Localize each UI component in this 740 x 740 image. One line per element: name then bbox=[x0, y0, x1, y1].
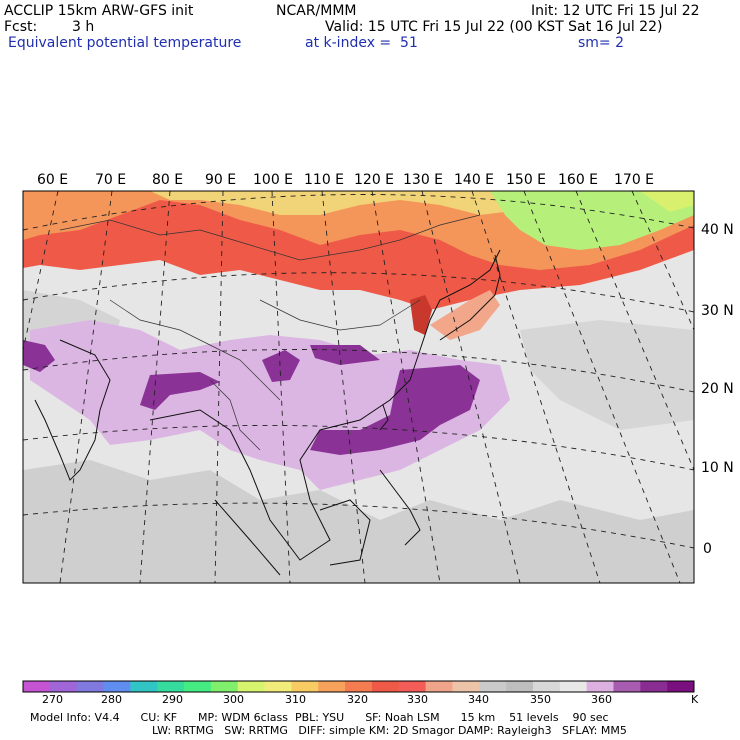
border-line bbox=[209, 379, 261, 451]
field-japan bbox=[430, 290, 500, 340]
lat-label: 40 N bbox=[701, 222, 734, 238]
colorbar-label: 320 bbox=[347, 693, 368, 706]
colorbar-swatch bbox=[76, 681, 105, 692]
org-label: NCAR/MMM bbox=[276, 3, 357, 19]
colorbar-swatch bbox=[157, 681, 185, 692]
lon-line bbox=[471, 191, 601, 583]
coastline-taiwan bbox=[379, 404, 389, 431]
colorbar-swatch bbox=[371, 681, 400, 692]
field-korea bbox=[410, 295, 432, 335]
colorbar-swatch bbox=[130, 681, 158, 692]
lon-label: 100 E bbox=[253, 172, 294, 188]
lon-label: 70 E bbox=[95, 172, 127, 188]
forecast-hours: 3 h bbox=[72, 19, 95, 35]
colorbar-label: 340 bbox=[468, 693, 489, 706]
colorbar-label: 300 bbox=[223, 693, 244, 706]
valid-time: Valid: 15 UTC Fri 15 Jul 22 (00 KST Sat … bbox=[325, 19, 663, 35]
level-label: at k-index = 51 bbox=[305, 35, 418, 51]
lon-label: 160 E bbox=[558, 172, 599, 188]
colorbar-swatch bbox=[237, 681, 266, 692]
border-line bbox=[259, 299, 421, 331]
field-lime-band bbox=[640, 191, 694, 212]
colorbar-swatch bbox=[479, 681, 507, 692]
field-name: Equivalent potential temperature bbox=[8, 35, 242, 51]
colorbar-swatch bbox=[210, 681, 239, 692]
colorbar-label: 330 bbox=[407, 693, 428, 706]
colorbar-swatch bbox=[23, 681, 51, 692]
lon-line bbox=[575, 191, 694, 471]
field-green-band bbox=[490, 191, 694, 250]
colorbar-label: 290 bbox=[162, 693, 183, 706]
colorbar-label: 350 bbox=[530, 693, 551, 706]
coastline-sumatra bbox=[214, 499, 281, 576]
colorbar-unit: K bbox=[691, 693, 699, 706]
colorbar-swatch bbox=[49, 681, 78, 692]
lon-label: 60 E bbox=[37, 172, 69, 188]
forecast-label: Fcst: bbox=[4, 19, 38, 35]
colorbar-swatch bbox=[613, 681, 641, 692]
colorbar-swatch bbox=[398, 681, 427, 692]
coastline-japan bbox=[439, 254, 501, 341]
lon-label: 120 E bbox=[354, 172, 395, 188]
lat-label: 10 N bbox=[701, 460, 734, 476]
colorbar-swatch bbox=[559, 681, 588, 692]
colorbar-label: 310 bbox=[285, 693, 306, 706]
lon-label: 110 E bbox=[304, 172, 345, 188]
colorbar-swatch bbox=[640, 681, 668, 692]
lon-line bbox=[421, 191, 521, 583]
init-time: Init: 12 UTC Fri 15 Jul 22 bbox=[531, 3, 700, 19]
colorbar-swatch bbox=[318, 681, 346, 692]
lon-label: 90 E bbox=[205, 172, 237, 188]
field-purple-dark bbox=[23, 340, 55, 372]
colorbar-swatch bbox=[425, 681, 453, 692]
field-purple-dark bbox=[262, 350, 300, 382]
lat-label: 30 N bbox=[701, 303, 734, 319]
lon-line bbox=[523, 191, 681, 583]
coastline-borneo bbox=[319, 499, 371, 566]
lon-label: 130 E bbox=[403, 172, 444, 188]
coastline-india bbox=[34, 339, 111, 481]
lon-label: 140 E bbox=[454, 172, 495, 188]
colorbar-swatch bbox=[667, 681, 695, 692]
colorbar-swatch bbox=[291, 681, 319, 692]
colorbar-swatch bbox=[264, 681, 292, 692]
field-purple-dark bbox=[310, 345, 380, 365]
border-line bbox=[109, 299, 281, 401]
footer-model-info: Model Info: V4.4 CU: KF MP: WDM 6class P… bbox=[30, 711, 609, 724]
coastline-philippines bbox=[379, 469, 421, 546]
colorbar-swatch bbox=[184, 681, 212, 692]
field-yellow-band bbox=[150, 191, 520, 215]
map-frame bbox=[22, 190, 695, 584]
coastline-sea bbox=[149, 249, 501, 561]
footer-physics-info: LW: RRTMG SW: RRTMG DIFF: simple KM: 2D … bbox=[152, 724, 627, 737]
colorbar-label: 270 bbox=[42, 693, 63, 706]
smoothing-label: sm= 2 bbox=[578, 35, 625, 51]
colorbar-label: 360 bbox=[591, 693, 612, 706]
colorbar-swatch bbox=[586, 681, 614, 692]
colorbar-swatch bbox=[345, 681, 373, 692]
lon-label: 170 E bbox=[614, 172, 655, 188]
model-title: ACCLIP 15km ARW-GFS init bbox=[4, 3, 194, 19]
border-line bbox=[59, 214, 481, 261]
colorbar-frame bbox=[22, 680, 695, 693]
field-grey-east bbox=[520, 320, 694, 430]
colorbar-swatch bbox=[506, 681, 534, 692]
lon-label: 80 E bbox=[152, 172, 184, 188]
lat-label: 0 bbox=[703, 541, 712, 557]
colorbar-swatch bbox=[532, 681, 561, 692]
lon-line bbox=[371, 191, 441, 583]
field-purple-dark bbox=[140, 372, 220, 410]
lon-label: 150 E bbox=[506, 172, 547, 188]
field-purple-dark bbox=[310, 365, 480, 455]
colorbar-label: 280 bbox=[101, 693, 122, 706]
lat-label: 20 N bbox=[701, 381, 734, 397]
colorbar-swatch bbox=[103, 681, 131, 692]
colorbar-swatch bbox=[452, 681, 480, 692]
lon-line bbox=[23, 191, 59, 351]
